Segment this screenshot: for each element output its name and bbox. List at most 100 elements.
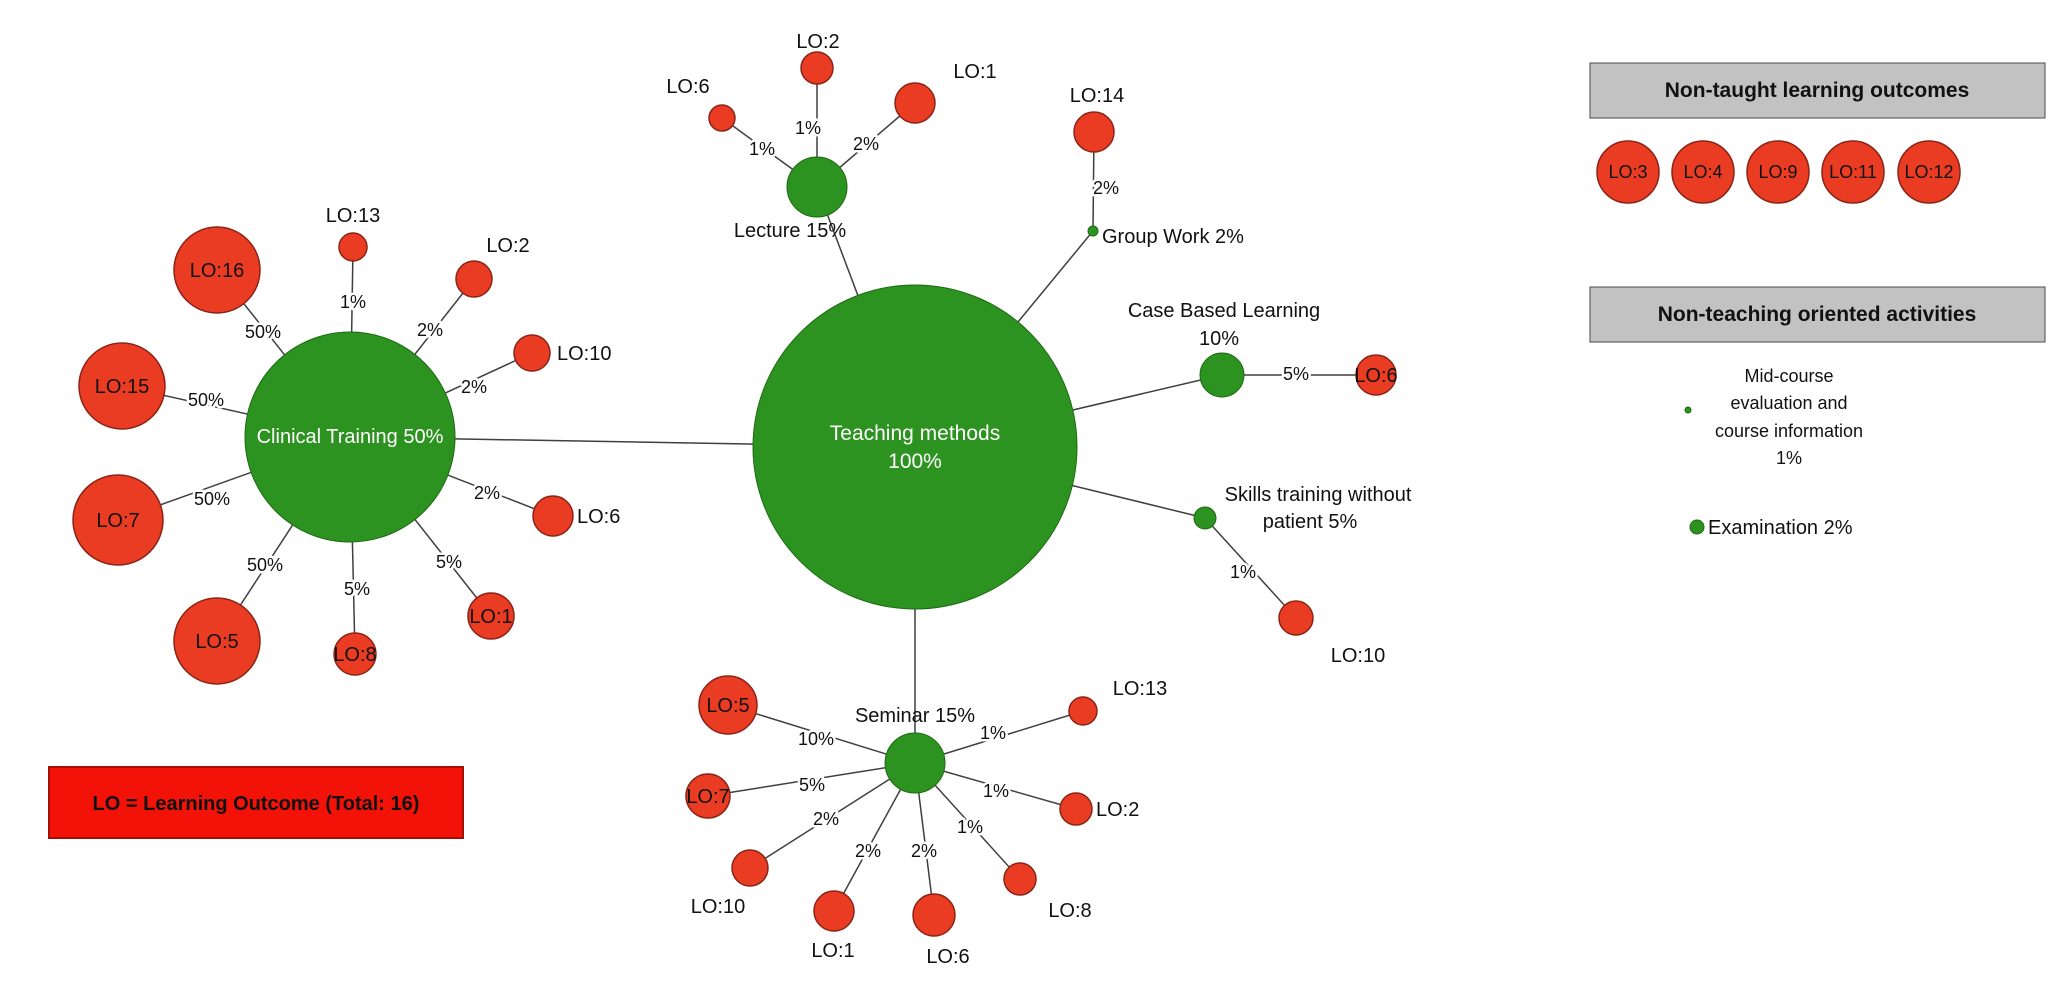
lo-label: LO:2 [486,235,529,257]
node-seminar [884,732,946,794]
clinical-cluster: Clinical Training 50% LO:16 LO:13 LO:2 L… [72,205,620,685]
node-non-taught-lo9 [1746,140,1810,204]
lo-label: LO:10 [691,896,745,918]
node-group-work-lo14 [1073,111,1115,153]
edge-line [727,704,916,764]
teaching-cluster: Teaching methods 100% [752,284,1078,610]
lo-label: LO:6 [577,506,620,528]
node-group-work [1087,225,1099,237]
node-clinical-lo5 [173,597,261,685]
node-clinical-lo13 [338,232,368,262]
node-lecture-lo1 [894,82,936,124]
edge-percent: 2% [853,134,879,154]
lo-label: LO:5 [195,631,238,653]
midcourse-label: course information [1715,421,1863,441]
group-work-cluster: Group Work 2% LO:14 2% [1070,85,1244,248]
edge-percent: 2% [461,377,487,397]
edge-percent: 1% [983,781,1009,801]
node-seminar-lo6 [912,893,956,937]
node-case-based-lo6 [1355,354,1397,396]
lo-label: LO:7 [96,510,139,532]
lo-label: LO:6 [926,946,969,968]
edge-percent: 2% [1093,178,1119,198]
node-seminar-lo8 [1003,862,1037,896]
lo-label: LO:16 [190,260,244,282]
non-teaching-header-box [1589,286,2046,343]
node-clinical-lo1 [467,592,515,640]
lo-label: LO:3 [1608,162,1647,182]
node-seminar-lo13 [1068,696,1098,726]
edge-percent: 2% [417,320,443,340]
lo-label: LO:13 [326,205,380,227]
edge-percent: 1% [795,118,821,138]
lo-label: LO:11 [1829,162,1877,182]
node-seminar-lo1 [813,890,855,932]
seminar-cluster: Seminar 15% LO:5 LO:13 LO:7 LO:2 LO:10 L… [685,675,1167,968]
node-clinical-lo7 [72,474,164,566]
edge-percent: 5% [436,552,462,572]
skills-training-cluster: Skills training without patient 5% LO:10… [1193,484,1412,667]
right-panel: Non-taught learning outcomes LO:3 LO:4 L… [1589,62,2046,539]
skills-training-label: Skills training without [1225,484,1412,506]
lo-label: LO:2 [796,31,839,53]
lo-label: LO:6 [1354,365,1397,387]
lo-label: LO:1 [811,940,854,962]
node-seminar-lo2 [1059,792,1093,826]
edge-percent: 1% [749,139,775,159]
node-case-based-learning [1199,352,1245,398]
edge-percent: 50% [247,555,283,575]
lo-label: LO:1 [469,606,512,628]
node-clinical-lo10 [513,334,551,372]
lo-label: LO:4 [1683,162,1722,182]
node-clinical-lo16 [173,226,261,314]
node-non-taught-lo4 [1671,140,1735,204]
lo-label: LO:15 [95,376,149,398]
edge-percent: 50% [188,390,224,410]
group-work-label: Group Work 2% [1102,226,1244,248]
skills-training-percent: patient 5% [1263,511,1358,533]
lo-label: LO:9 [1758,162,1797,182]
legend: LO = Learning Outcome (Total: 16) [48,766,464,839]
node-clinical-lo15 [78,342,166,430]
teaching-methods-percent: 100% [888,450,942,473]
midcourse-percent: 1% [1776,448,1802,468]
edge-percent: 5% [1283,364,1309,384]
lecture-label: Lecture 15% [734,220,847,242]
edge-percent: 2% [855,841,881,861]
lecture-cluster: Lecture 15% LO:6 LO:2 LO:1 1% 1% 2% [666,31,996,242]
teaching-methods-label: Teaching methods [830,422,1000,445]
node-clinical-lo8 [333,632,377,676]
midcourse-label: Mid-course [1744,366,1833,386]
node-seminar-lo5 [698,675,758,735]
edge-percent: 2% [813,809,839,829]
node-skills-lo10 [1278,600,1314,636]
node-clinical-lo2 [455,260,493,298]
edge-percent: 50% [245,322,281,342]
node-non-taught-lo11 [1821,140,1885,204]
lo-label: LO:10 [557,343,611,365]
edge-line [1204,517,1297,619]
examination-label: Examination 2% [1708,517,1853,539]
edge-percent: 5% [344,579,370,599]
edge-percent: 5% [799,775,825,795]
node-seminar-lo7 [685,773,731,819]
lo-label: LO:6 [666,76,709,98]
lo-label: LO:12 [1904,162,1953,182]
legend-text: LO = Learning Outcome (Total: 16) [93,793,420,815]
clinical-training-label: Clinical Training 50% [257,426,444,448]
lo-label: LO:7 [686,786,729,808]
node-lecture-lo2 [800,51,834,85]
node-lecture [786,156,848,218]
node-skills-training [1193,506,1217,530]
edge-percent: 2% [474,483,500,503]
edge-line [749,762,916,869]
non-taught-header-box [1589,62,2046,119]
edge-percent: 50% [194,489,230,509]
node-clinical-lo6 [532,495,574,537]
non-taught-header: Non-taught learning outcomes [1665,79,1970,102]
node-teaching-methods [752,284,1078,610]
lo-label: LO:14 [1070,85,1124,107]
lo-label: LO:5 [706,695,749,717]
